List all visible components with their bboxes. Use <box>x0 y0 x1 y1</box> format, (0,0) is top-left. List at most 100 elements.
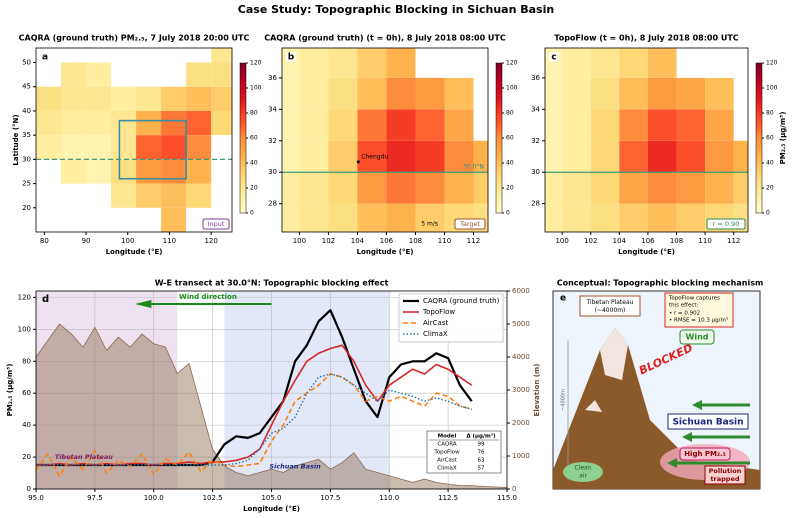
heat-cell <box>86 110 112 136</box>
heat-cell <box>590 48 620 78</box>
colorbar-segment <box>756 96 762 101</box>
colorbar-segment <box>496 149 502 154</box>
height-label: ~4000m <box>561 389 567 411</box>
colorbar-segment <box>496 209 502 214</box>
heat-cell <box>619 140 648 173</box>
colorbar-label: PM₂.₅ (µg/m³) <box>779 112 787 165</box>
colorbar-segment <box>496 145 502 150</box>
colorbar-segment <box>496 160 502 165</box>
heat-cell <box>161 110 187 136</box>
heat-cell <box>161 207 187 232</box>
tag-box <box>202 218 230 230</box>
colorbar-segment <box>240 115 246 120</box>
colorbar-segment <box>496 130 502 135</box>
heat-cell <box>136 86 162 111</box>
colorbar-segment <box>756 175 762 180</box>
colorbar-segment <box>756 119 762 124</box>
heat-cell <box>186 159 212 184</box>
colorbar-tick-label: 80 <box>250 110 258 117</box>
heat-cell <box>590 77 620 110</box>
heat-cell <box>186 62 212 87</box>
heat-cell <box>733 140 748 173</box>
heat-cell <box>444 140 474 173</box>
colorbar-segment <box>496 78 502 83</box>
panel-letter: b <box>288 53 295 63</box>
trapped-box <box>704 465 746 485</box>
panel-letter: d <box>42 294 49 305</box>
colorbar-segment <box>756 190 762 195</box>
x-tick-label: 110 <box>163 237 176 245</box>
tag-box <box>454 218 486 230</box>
y-tick-label: 40 <box>22 107 31 115</box>
colorbar-segment <box>240 81 246 86</box>
heat-cell <box>444 172 474 204</box>
colorbar-segment <box>240 134 246 139</box>
basin-label: Sichuan Basin <box>672 418 743 428</box>
colorbar-segment <box>756 198 762 203</box>
heat-cell <box>357 172 387 204</box>
colorbar-segment <box>756 160 762 165</box>
colorbar-segment <box>240 63 246 68</box>
x-axis-label: Longitude (°E) <box>357 248 414 256</box>
heat-cell <box>676 203 706 232</box>
high-box <box>679 447 731 461</box>
colorbar-segment <box>496 96 502 101</box>
colorbar-segment <box>240 168 246 173</box>
table-cell: 57 <box>478 466 485 472</box>
y2-tick-label: 2000 <box>512 419 530 427</box>
heat-cell <box>545 140 563 173</box>
colorbar-segment <box>756 115 762 120</box>
colorbar-segment <box>240 194 246 199</box>
colorbar-segment <box>496 186 502 191</box>
heat-cell <box>211 62 232 87</box>
heat-cell <box>562 203 591 232</box>
colorbar-tick-label: 0 <box>506 210 510 217</box>
colorbar-tick-label: 40 <box>506 160 514 167</box>
heat-cell <box>647 48 677 78</box>
colorbar-segment <box>496 104 502 109</box>
colorbar-segment <box>496 81 502 86</box>
wind-arrow-head <box>134 300 152 308</box>
note: • RMSE = 10.3 µg/m³ <box>669 317 728 324</box>
x-tick-label: 112.5 <box>438 494 458 502</box>
colorbar-segment <box>756 123 762 128</box>
colorbar-segment <box>756 111 762 116</box>
colorbar-segment <box>496 194 502 199</box>
colorbar-segment <box>240 141 246 146</box>
y2-tick-label: 4000 <box>512 353 530 361</box>
heat-cell <box>161 86 187 111</box>
colorbar-tick-label: 100 <box>766 85 778 92</box>
heat-cell <box>86 62 112 87</box>
x-tick-label: 110 <box>698 237 711 245</box>
y-tick-label: 28 <box>268 200 277 208</box>
colorbar-segment <box>756 70 762 75</box>
x-tick-label: 102 <box>322 237 335 245</box>
colorbar-segment <box>496 85 502 90</box>
heat-cell <box>676 109 706 141</box>
colorbar-segment <box>496 171 502 176</box>
table-cell: CAQRA <box>437 442 456 448</box>
tag: Input <box>208 220 225 228</box>
snow-cap <box>600 328 628 380</box>
y-tick-label: 34 <box>268 105 277 113</box>
heat-cell <box>545 203 563 232</box>
y2-tick-label: 6000 <box>512 287 530 295</box>
colorbar-segment <box>240 205 246 210</box>
y-tick-label: 36 <box>531 74 540 82</box>
heat-cell <box>415 203 445 232</box>
heat-cell <box>61 86 87 111</box>
colorbar-segment <box>496 70 502 75</box>
colorbar-segment <box>756 141 762 146</box>
table-header: Model <box>438 434 457 440</box>
y-tick-label: 0 <box>27 485 31 493</box>
colorbar-segment <box>496 198 502 203</box>
colorbar-segment <box>240 156 246 161</box>
heat-cell <box>647 77 677 110</box>
x-tick-label: 102 <box>584 237 597 245</box>
x-tick-label: 100 <box>555 237 568 245</box>
x-tick-label: 100 <box>121 237 134 245</box>
heat-cell <box>211 48 232 63</box>
colorbar-segment <box>496 164 502 169</box>
basin-box <box>667 413 749 430</box>
table-cell: ClimaX <box>437 466 457 472</box>
